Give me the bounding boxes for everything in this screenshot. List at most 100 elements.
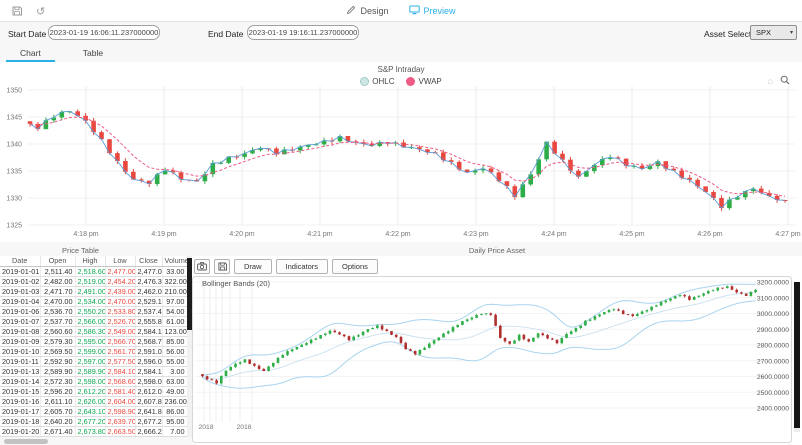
table-cell: 2019-01-15 xyxy=(0,386,41,397)
zoom-icon[interactable] xyxy=(780,72,790,90)
table-row[interactable]: 2019-01-16 2,611.10 2,626.00 2,604.00 2,607.… xyxy=(0,396,188,407)
column-header-close[interactable]: Close xyxy=(135,256,163,267)
svg-text:2700.0000: 2700.0000 xyxy=(757,358,789,365)
table-cell: 2,518.60 xyxy=(75,266,106,277)
table-cell: 2,584.10 xyxy=(105,366,136,377)
draw-button[interactable]: Draw xyxy=(234,259,272,274)
table-row[interactable]: 2019-01-04 2,470.00 2,534.00 2,470.00 2,529.… xyxy=(0,296,188,307)
svg-text:1350: 1350 xyxy=(6,88,22,95)
svg-text:1335: 1335 xyxy=(6,169,22,176)
asset-select-value: SPX xyxy=(756,28,772,37)
table-cell: 2,537.40 xyxy=(135,306,163,317)
monitor-icon xyxy=(408,5,420,17)
table-row[interactable]: 2019-01-08 2,560.60 2,586.30 2,549.00 2,584.… xyxy=(0,326,188,337)
table-cell: 2019-01-06 xyxy=(0,306,41,317)
table-row[interactable]: 2019-01-09 2,579.30 2,595.00 2,566.70 2,568.… xyxy=(0,336,188,347)
svg-text:4:27 pm: 4:27 pm xyxy=(775,231,800,238)
table-row[interactable]: 2019-01-13 2,589.90 2,589.90 2,584.10 2,584.… xyxy=(0,366,188,377)
table-cell: 2,605.70 xyxy=(40,406,76,417)
table-row[interactable]: 2019-01-06 2,536.70 2,550.20 2,533.80 2,537.… xyxy=(0,306,188,317)
table-row[interactable]: 2019-01-18 2,640.20 2,677.20 2,639.70 2,677.… xyxy=(0,416,188,427)
table-cell: 2,482.00 xyxy=(40,276,76,287)
table-cell: 33.00 xyxy=(162,266,188,277)
svg-text:1325: 1325 xyxy=(6,223,22,230)
column-header-high[interactable]: High xyxy=(75,256,106,267)
end-date-label: End Date xyxy=(208,29,244,39)
indicators-button[interactable]: Indicators xyxy=(275,259,329,274)
table-scrollbar-thumb[interactable] xyxy=(187,258,192,330)
table-row[interactable]: 2019-01-17 2,605.70 2,643.10 2,598.90 2,641.… xyxy=(0,406,188,417)
daily-price-asset-label: Daily Price Asset xyxy=(468,246,526,255)
camera-button[interactable] xyxy=(194,259,210,274)
chart-scrollbar-thumb[interactable] xyxy=(794,282,800,428)
table-cell: 2,595.00 xyxy=(75,336,106,347)
table-row[interactable]: 2019-01-11 2,592.90 2,597.00 2,577.50 2,596.… xyxy=(0,356,188,367)
legend-item-ohlc[interactable]: OHLC xyxy=(360,77,394,86)
table-vertical-scrollbar[interactable] xyxy=(187,256,192,437)
table-cell: 3.00 xyxy=(162,366,188,377)
intraday-chart-panel: 1350 1345 1340 1335 1330 1325 4:18 pm 4:19 pm 4:… xyxy=(0,62,802,242)
save-icon xyxy=(217,262,227,271)
column-header-volume[interactable]: Volume xyxy=(162,256,188,267)
daily-chart-canvas[interactable]: 3200.0000 3100.0000 3000.0000 2900.0000 2800… xyxy=(192,256,802,445)
table-cell: 2,640.20 xyxy=(40,416,76,427)
ohlc-legend-dot xyxy=(360,77,370,86)
table-cell: 2,677.20 xyxy=(75,416,106,427)
svg-text:3000.0000: 3000.0000 xyxy=(757,311,789,318)
options-button[interactable]: Options xyxy=(332,259,378,274)
price-table-label: Price Table xyxy=(62,246,99,255)
daily-chart-toolbar: Draw Indicators Options xyxy=(194,259,378,274)
table-cell: 2019-01-17 xyxy=(0,406,41,417)
table-cell: 2,589.90 xyxy=(40,366,76,377)
table-cell: 2,577.50 xyxy=(105,356,136,367)
table-cell: 2,566.70 xyxy=(105,336,136,347)
table-horizontal-scrollbar[interactable] xyxy=(4,439,48,444)
table-row[interactable]: 2019-01-14 2,572.30 2,598.00 2,568.60 2,598.… xyxy=(0,376,188,387)
table-cell: 2,477.00 xyxy=(105,266,136,277)
table-cell: 7.00 xyxy=(162,426,188,437)
table-cell: 85.00 xyxy=(162,336,188,347)
table-cell: 2,612.20 xyxy=(75,386,106,397)
home-icon[interactable]: ⌂ xyxy=(767,76,773,86)
undo-icon[interactable]: ↺ xyxy=(36,6,46,18)
column-header-open[interactable]: Open xyxy=(40,256,76,267)
tab-chart[interactable]: Chart xyxy=(6,46,55,62)
svg-text:4:23 pm: 4:23 pm xyxy=(463,231,488,238)
svg-text:4:21 pm: 4:21 pm xyxy=(307,231,332,238)
table-cell: 2,569.50 xyxy=(40,346,76,357)
table-cell: 2,591.00 xyxy=(135,346,163,357)
table-row[interactable]: 2019-01-02 2,482.00 2,519.00 2,454.20 2,476.… xyxy=(0,276,188,287)
table-cell: 2019-01-02 xyxy=(0,276,41,287)
save-icon[interactable] xyxy=(12,3,22,21)
save-chart-button[interactable] xyxy=(214,259,230,274)
end-date-input[interactable] xyxy=(247,25,359,40)
table-cell: 2019-01-13 xyxy=(0,366,41,377)
table-row[interactable]: 2019-01-10 2,569.50 2,599.00 2,561.70 2,591.… xyxy=(0,346,188,357)
table-cell: 2019-01-16 xyxy=(0,396,41,407)
chart-vertical-scrollbar[interactable] xyxy=(794,282,800,432)
table-cell: 2019-01-07 xyxy=(0,316,41,327)
table-cell: 63.00 xyxy=(162,376,188,387)
start-date-input[interactable] xyxy=(48,25,160,40)
table-row[interactable]: 2019-01-01 2,511.40 2,518.60 2,477.00 2,477.… xyxy=(0,266,188,277)
table-row[interactable]: 2019-01-20 2,671.40 2,673.80 2,663.50 2,666.… xyxy=(0,426,188,437)
tab-table[interactable]: Table xyxy=(82,48,104,58)
intraday-legend: OHLC VWAP xyxy=(0,77,802,86)
column-header-low[interactable]: Low xyxy=(105,256,136,267)
table-cell: 2,673.80 xyxy=(75,426,106,437)
table-cell: 2019-01-11 xyxy=(0,356,41,367)
asset-select-dropdown[interactable]: SPX ▾ xyxy=(750,25,797,40)
table-cell: 2019-01-10 xyxy=(0,346,41,357)
table-cell: 2,572.30 xyxy=(40,376,76,387)
svg-text:2500.0000: 2500.0000 xyxy=(757,390,789,397)
column-header-date[interactable]: Date xyxy=(0,256,41,267)
table-row[interactable]: 2019-01-15 2,596.20 2,612.20 2,581.40 2,612.… xyxy=(0,386,188,397)
table-cell: 322.00 xyxy=(162,276,188,287)
preview-mode-button[interactable]: Preview xyxy=(408,5,456,17)
design-mode-button[interactable]: Design xyxy=(346,5,389,17)
table-row[interactable]: 2019-01-07 2,537.70 2,566.00 2,526.70 2,555.… xyxy=(0,316,188,327)
legend-item-vwap[interactable]: VWAP xyxy=(406,77,442,86)
intraday-chart-canvas[interactable]: 1350 1345 1340 1335 1330 1325 4:18 pm 4:19 pm 4:… xyxy=(0,62,802,242)
svg-text:2900.0000: 2900.0000 xyxy=(757,327,789,334)
table-row[interactable]: 2019-01-03 2,471.70 2,491.00 2,439.00 2,462.… xyxy=(0,286,188,297)
